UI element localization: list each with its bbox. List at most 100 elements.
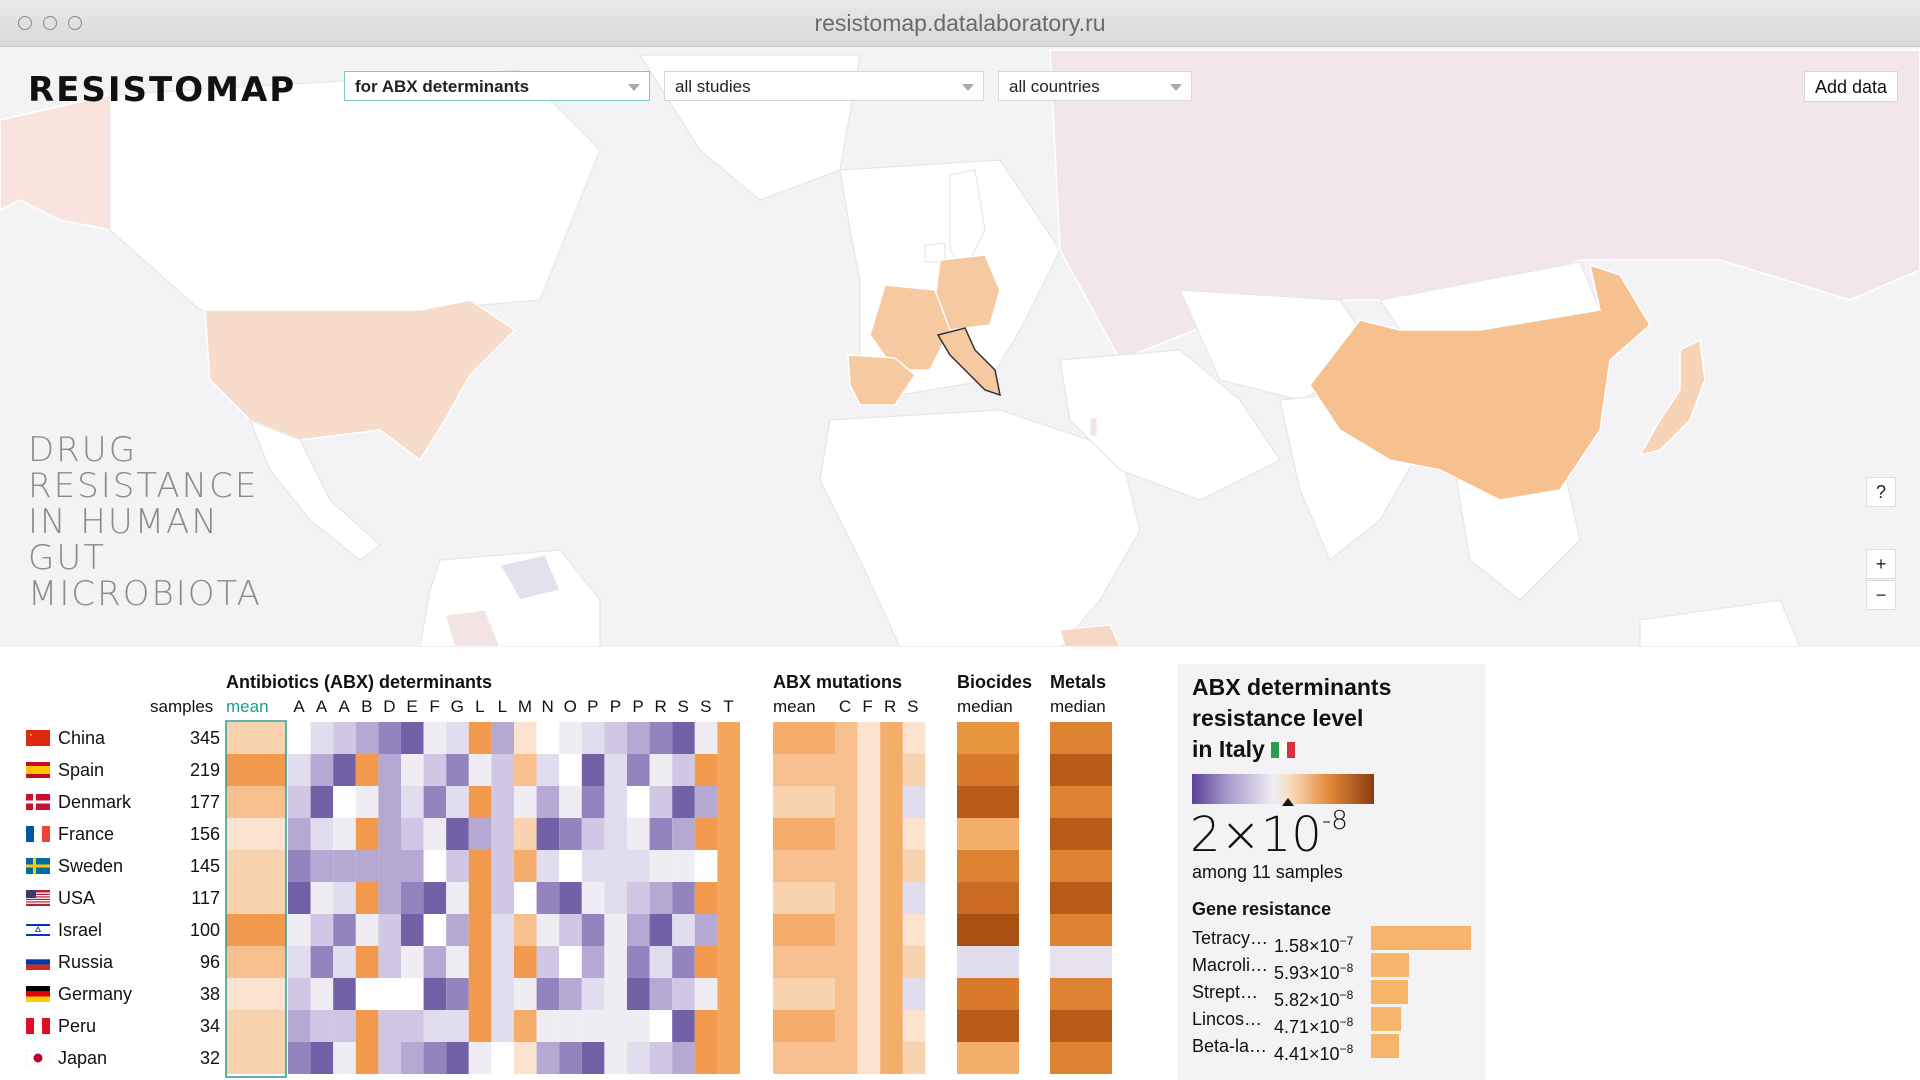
abx-cell[interactable] — [288, 1010, 311, 1042]
mutation-cell[interactable] — [880, 722, 903, 754]
abx-column-header[interactable]: R — [654, 697, 667, 716]
mutation-cell[interactable] — [835, 1042, 858, 1074]
abx-cell[interactable] — [581, 946, 605, 978]
help-button[interactable]: ? — [1866, 477, 1896, 507]
abx-cell[interactable] — [355, 1010, 379, 1042]
gene-resistance-row[interactable]: Beta-la… 4.41×10−8 — [1192, 1033, 1353, 1064]
abx-cell[interactable] — [288, 754, 311, 786]
abx-cell[interactable] — [446, 818, 469, 850]
abx-cell[interactable] — [468, 946, 492, 978]
abx-cell[interactable] — [310, 754, 334, 786]
country-row-jp[interactable]: Japan — [26, 1042, 107, 1074]
abx-cell[interactable] — [491, 786, 514, 818]
abx-cell[interactable] — [288, 786, 311, 818]
abx-cell[interactable] — [627, 946, 650, 978]
abx-cell[interactable] — [717, 786, 740, 818]
abx-cell[interactable] — [672, 978, 695, 1010]
abx-cell[interactable] — [446, 914, 469, 946]
abx-cell[interactable] — [378, 754, 401, 786]
abx-cell[interactable] — [649, 882, 673, 914]
abx-mean-cell[interactable] — [226, 754, 286, 786]
abx-cell[interactable] — [378, 1010, 401, 1042]
abx-cell[interactable] — [649, 722, 673, 754]
metals-cell[interactable] — [1050, 978, 1112, 1010]
mutations-mean-cell[interactable] — [773, 882, 835, 914]
mutation-cell[interactable] — [857, 1010, 881, 1042]
abx-cell[interactable] — [694, 818, 718, 850]
abx-mean-cell[interactable] — [226, 882, 286, 914]
metals-cell[interactable] — [1050, 850, 1112, 882]
abx-mean-cell[interactable] — [226, 786, 286, 818]
metals-cell[interactable] — [1050, 722, 1112, 754]
mutation-cell[interactable] — [902, 722, 926, 754]
biocides-cell[interactable] — [957, 850, 1019, 882]
mutation-cell[interactable] — [880, 882, 903, 914]
abx-cell[interactable] — [288, 882, 311, 914]
abx-cell[interactable] — [401, 1010, 424, 1042]
abx-cell[interactable] — [401, 882, 424, 914]
biocides-cell[interactable] — [957, 754, 1019, 786]
abx-cell[interactable] — [604, 1042, 627, 1074]
abx-cell[interactable] — [355, 850, 379, 882]
abx-cell[interactable] — [468, 850, 492, 882]
abx-cell[interactable] — [514, 818, 537, 850]
abx-cell[interactable] — [333, 1010, 356, 1042]
mutation-cell[interactable] — [880, 786, 903, 818]
mutation-cell[interactable] — [902, 914, 926, 946]
abx-cell[interactable] — [536, 978, 560, 1010]
metals-cell[interactable] — [1050, 754, 1112, 786]
abx-cell[interactable] — [559, 1010, 582, 1042]
abx-cell[interactable] — [694, 978, 718, 1010]
country-row-pe[interactable]: Peru — [26, 1010, 96, 1042]
country-row-us[interactable]: USA — [26, 882, 95, 914]
abx-cell[interactable] — [378, 722, 401, 754]
abx-cell[interactable] — [627, 882, 650, 914]
abx-cell[interactable] — [423, 946, 447, 978]
abx-cell[interactable] — [514, 978, 537, 1010]
abx-cell[interactable] — [559, 850, 582, 882]
mutations-mean-cell[interactable] — [773, 786, 835, 818]
abx-cell[interactable] — [310, 914, 334, 946]
abx-cell[interactable] — [423, 882, 447, 914]
abx-cell[interactable] — [514, 786, 537, 818]
abx-cell[interactable] — [333, 754, 356, 786]
mutation-cell[interactable] — [902, 1010, 926, 1042]
mutation-cell[interactable] — [880, 946, 903, 978]
mutation-cell[interactable] — [835, 754, 858, 786]
biocides-median-header[interactable]: median — [957, 697, 1013, 716]
abx-cell[interactable] — [604, 850, 627, 882]
abx-cell[interactable] — [536, 850, 560, 882]
abx-cell[interactable] — [333, 1042, 356, 1074]
abx-cell[interactable] — [536, 1042, 560, 1074]
abx-cell[interactable] — [423, 754, 447, 786]
metals-cell[interactable] — [1050, 1042, 1112, 1074]
abx-cell[interactable] — [672, 1010, 695, 1042]
abx-mean-cell[interactable] — [226, 978, 286, 1010]
abx-cell[interactable] — [491, 882, 514, 914]
abx-cell[interactable] — [672, 722, 695, 754]
abx-cell[interactable] — [604, 978, 627, 1010]
mutation-cell[interactable] — [857, 786, 881, 818]
mutation-cell[interactable] — [835, 850, 858, 882]
abx-cell[interactable] — [401, 786, 424, 818]
mutations-mean-cell[interactable] — [773, 818, 835, 850]
mutations-mean-cell[interactable] — [773, 1042, 835, 1074]
abx-cell[interactable] — [627, 786, 650, 818]
abx-column-header[interactable]: L — [475, 697, 485, 716]
abx-cell[interactable] — [491, 850, 514, 882]
gene-resistance-row[interactable]: Strept… 5.82×10−8 — [1192, 979, 1353, 1010]
abx-cell[interactable] — [423, 786, 447, 818]
abx-column-header[interactable]: M — [517, 697, 533, 716]
abx-cell[interactable] — [536, 1010, 560, 1042]
abx-cell[interactable] — [333, 818, 356, 850]
abx-cell[interactable] — [672, 818, 695, 850]
metals-cell[interactable] — [1050, 882, 1112, 914]
abx-column-header[interactable]: D — [383, 697, 396, 716]
metals-cell[interactable] — [1050, 946, 1112, 978]
biocides-cell[interactable] — [957, 786, 1019, 818]
abx-cell[interactable] — [604, 754, 627, 786]
abx-cell[interactable] — [627, 722, 650, 754]
abx-cell[interactable] — [491, 914, 514, 946]
abx-cell[interactable] — [378, 914, 401, 946]
abx-cell[interactable] — [288, 914, 311, 946]
